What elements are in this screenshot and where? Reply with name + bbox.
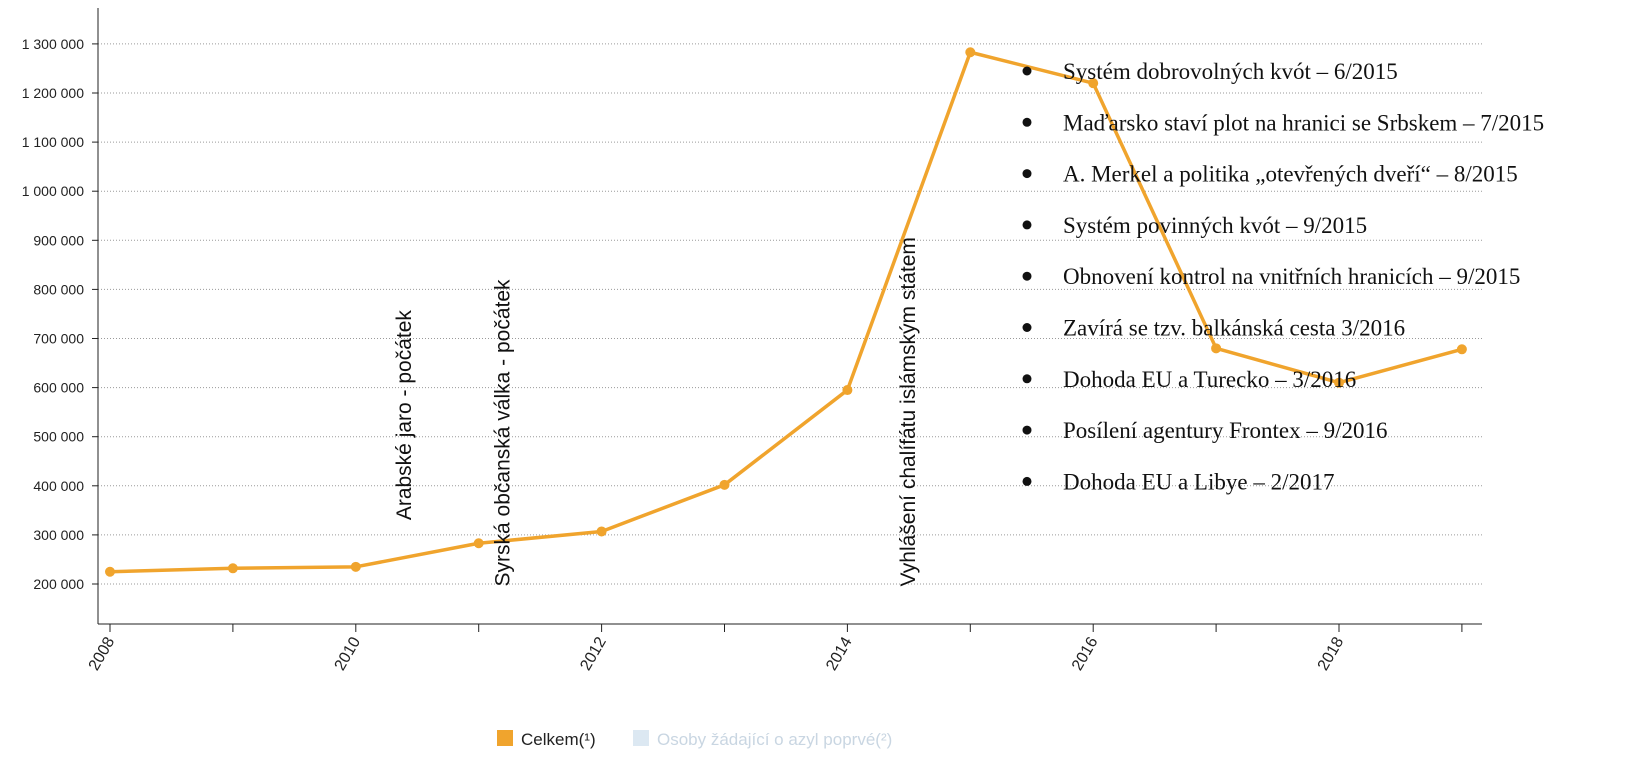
data-point <box>965 47 976 58</box>
event-item: Obnovení kontrol na vnitřních hranicích … <box>1063 264 1520 289</box>
legend-swatch-first-time <box>633 730 649 746</box>
event-bullet <box>1022 169 1032 179</box>
event-bullet <box>1022 66 1032 76</box>
y-tick-label: 1 300 000 <box>22 36 84 52</box>
series-line-total <box>109 50 1463 574</box>
y-tick-label: 800 000 <box>33 281 84 297</box>
event-item: Maďarsko staví plot na hranici se Srbske… <box>1063 110 1544 135</box>
data-point <box>1334 377 1344 388</box>
x-tick-label: 2008 <box>86 634 119 673</box>
event-item: Posílení agentury Frontex – 9/2016 <box>1063 418 1388 443</box>
series-lines <box>109 50 1463 574</box>
data-point <box>105 566 115 577</box>
x-tick-label: 2010 <box>332 634 365 673</box>
event-item: Dohoda EU a Libye – 2/2017 <box>1063 469 1334 494</box>
y-tick-label: 1 000 000 <box>22 183 84 199</box>
data-point <box>227 563 238 574</box>
legend: Celkem(¹) Osoby žádající o azyl poprvé(²) <box>497 730 892 749</box>
data-point <box>1088 78 1099 89</box>
axes <box>92 8 1482 632</box>
data-point <box>719 479 730 490</box>
event-bullet <box>1022 425 1032 435</box>
data-point <box>842 385 853 396</box>
legend-label-total: Celkem(¹) <box>521 730 596 749</box>
event-item: Zavírá se tzv. balkánská cesta 3/2016 <box>1063 316 1405 341</box>
legend-label-first-time: Osoby žádající o azyl poprvé(²) <box>657 730 892 749</box>
y-tick-label: 1 200 000 <box>22 85 84 101</box>
x-tick-label: 2012 <box>577 634 610 673</box>
event-list: Systém dobrovolných kvót – 6/2015 Maďarsk… <box>1022 59 1544 494</box>
event-bullet <box>1022 271 1032 281</box>
data-point <box>596 526 607 537</box>
y-tick-label: 600 000 <box>33 380 84 396</box>
data-point <box>1456 344 1467 355</box>
event-bullet <box>1022 117 1032 127</box>
y-tick-label: 900 000 <box>33 232 84 248</box>
legend-swatch-total <box>497 730 513 746</box>
event-bullet <box>1022 374 1032 384</box>
x-tick-label: 2016 <box>1069 634 1102 673</box>
event-bullet <box>1022 220 1032 230</box>
vertical-annotation: Vyhlášení chalífátu islámským státem <box>897 237 920 586</box>
event-bullet <box>1022 323 1032 332</box>
x-tick-label: 2014 <box>823 634 856 673</box>
y-tick-label: 200 000 <box>33 576 84 592</box>
data-point <box>350 561 361 572</box>
y-tick-label: 500 000 <box>33 429 84 445</box>
event-bullet <box>1022 476 1032 486</box>
y-tick-label: 400 000 <box>33 478 84 494</box>
data-point <box>473 538 484 549</box>
event-item: Systém povinných kvót – 9/2015 <box>1063 213 1367 238</box>
vertical-annotation: Syrská občanská válka - počátek <box>491 279 514 586</box>
y-tick-label: 300 000 <box>33 527 84 543</box>
vertical-annotation: Arabské jaro - počátek <box>393 310 416 521</box>
x-axis-tick-labels: 2008 2010 2012 2014 2016 2018 <box>86 634 1348 673</box>
event-item: A. Merkel a politika „otevřených dveří“ … <box>1063 162 1518 187</box>
y-tick-label: 700 000 <box>33 331 84 347</box>
event-item: Dohoda EU a Turecko – 3/2016 <box>1063 367 1356 392</box>
y-tick-label: 1 100 000 <box>22 134 84 150</box>
y-axis-tick-labels: 200 000 300 000 400 000 500 000 600 000 700 0… <box>22 36 85 592</box>
data-point <box>1211 343 1222 354</box>
vertical-annotations: Arabské jaro - počátek Syrská občanská vá… <box>393 237 920 586</box>
event-item: Systém dobrovolných kvót – 6/2015 <box>1063 59 1398 84</box>
x-tick-label: 2018 <box>1315 634 1348 673</box>
series-points <box>105 47 1467 577</box>
